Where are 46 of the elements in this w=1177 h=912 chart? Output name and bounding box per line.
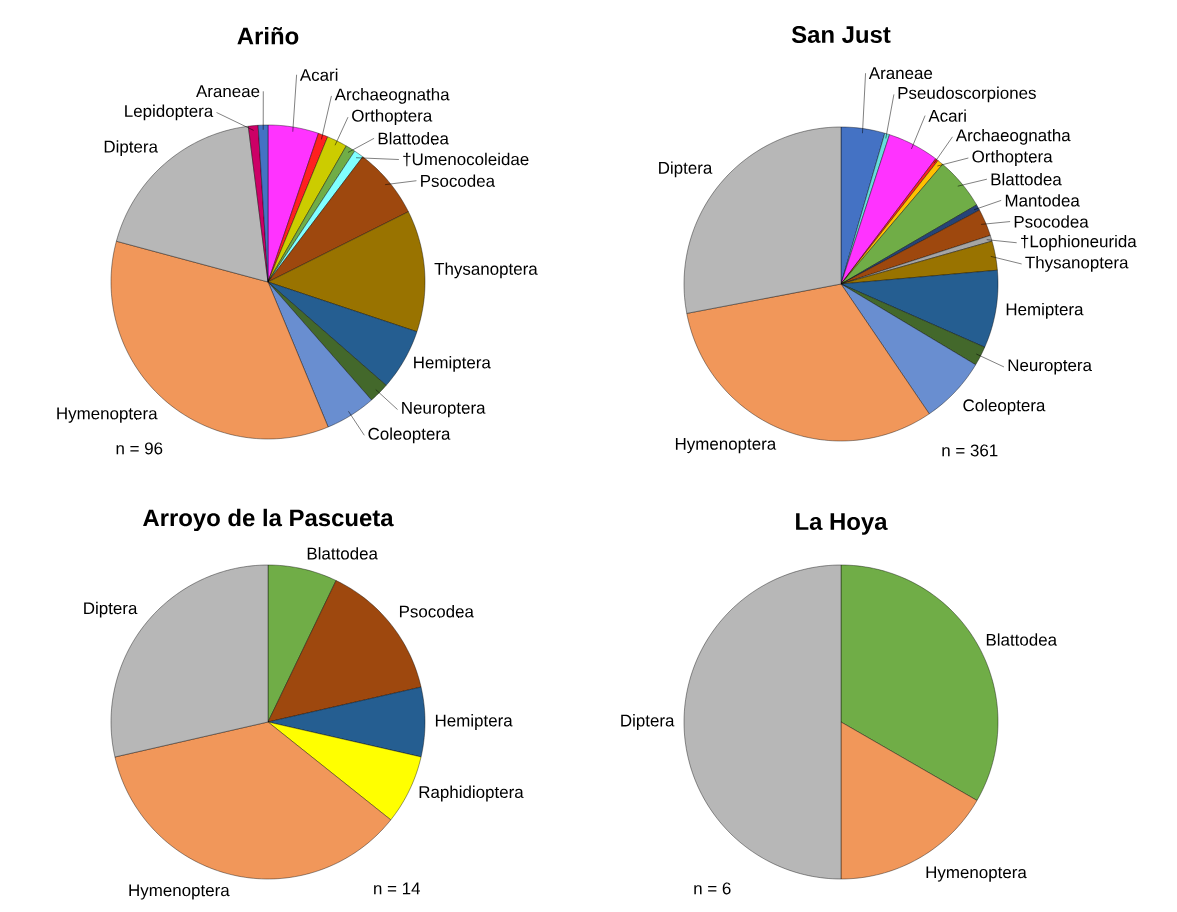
slice-label: Hymenoptera: [129, 884, 230, 900]
text: n = 96: [116, 442, 163, 455]
chart-title: San Just: [791, 26, 891, 43]
slice-label: Hymenoptera: [926, 866, 1027, 882]
slice-label: †Umenocoleidae: [403, 152, 529, 167]
slice-label: Diptera: [621, 714, 675, 730]
slice-label: Psocodea: [421, 174, 496, 187]
text: n = 14: [374, 882, 421, 895]
slice-label: Thysanoptera: [434, 262, 538, 279]
slice-label: Blattodea: [378, 132, 449, 145]
slice-label: Orthoptera: [352, 109, 433, 126]
slice-label: Hemiptera: [1006, 302, 1084, 319]
chart-title: Ariño: [237, 26, 299, 45]
slice-label: †Lophioneurida: [1021, 234, 1137, 251]
slice-label: Blattodea: [307, 547, 378, 560]
text: n = 6: [694, 882, 731, 895]
slice-label: Blattodea: [991, 172, 1062, 186]
slice-label: Diptera: [84, 601, 138, 618]
slice-label: Diptera: [659, 161, 713, 178]
slice-label: Araneae: [868, 67, 933, 80]
slice-label: Raphidioptera: [419, 785, 524, 802]
slice-label: Lepidoptera: [125, 104, 214, 121]
slice-label: Hemiptera: [435, 714, 513, 730]
slice-label: Mantodea: [1005, 194, 1080, 207]
slice-label: Hymenoptera: [675, 437, 777, 454]
slice-label: Hymenoptera: [57, 407, 158, 423]
slice-label: Archaeognatha: [955, 128, 1071, 145]
slice-label: Acari: [299, 68, 338, 81]
slice-label: Coleoptera: [963, 398, 1046, 415]
slice-label: Archaeognatha: [334, 88, 450, 104]
slice-label: Orthoptera: [972, 150, 1053, 166]
slice-label: Araneae: [196, 85, 260, 98]
slice-label: Coleoptera: [368, 427, 451, 444]
chart-title: La Hoya: [796, 513, 888, 535]
slice-label: Neuroptera: [402, 401, 486, 418]
slice-label: Diptera: [104, 140, 158, 157]
slice-label: Blattodea: [986, 633, 1058, 646]
slice-label: Psocodea: [399, 605, 474, 618]
slice-label: Acari: [928, 109, 966, 122]
slice-label: Hemiptera: [414, 356, 491, 372]
slice-label: Thysanoptera: [1025, 256, 1129, 272]
slice-label: Psocodea: [1014, 215, 1089, 228]
slice-label: Neuroptera: [1008, 359, 1092, 375]
slice-label: Pseudoscorpiones: [898, 86, 1036, 103]
text: n = 361: [942, 444, 998, 457]
chart-title: Arroyo de la Pascueta: [143, 508, 394, 532]
